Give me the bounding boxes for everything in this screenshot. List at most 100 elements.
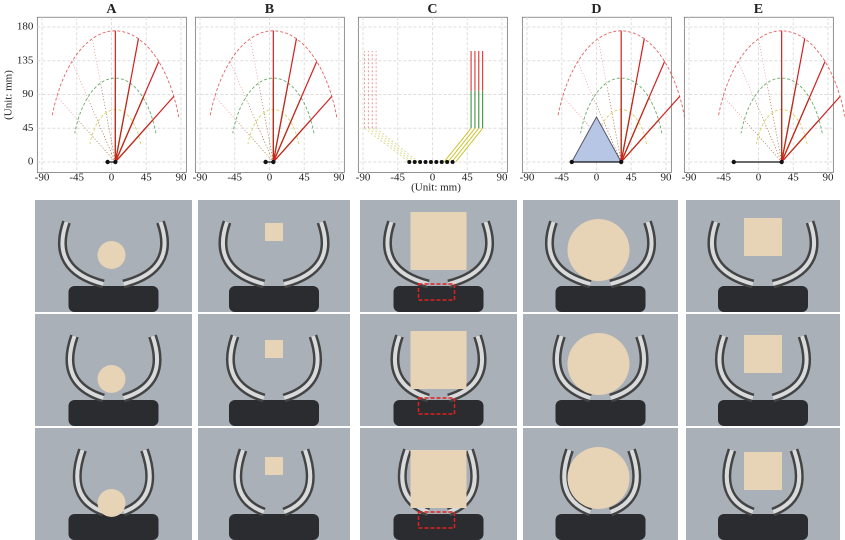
joint [618,159,624,165]
link [447,127,476,163]
link [620,61,666,163]
link [620,38,645,163]
object [410,212,467,270]
joint [407,160,412,164]
mechanism [209,30,338,165]
finger-inner [60,221,105,286]
gripper-base [68,400,159,426]
arc [74,77,157,134]
x-tick-label: 45 [462,172,474,184]
x-tick-label: -45 [390,172,405,184]
object [97,489,126,517]
link [577,61,622,163]
finger-inner [447,221,492,286]
mechanism [557,30,686,165]
highlight [417,397,456,415]
finger-inner [122,335,160,400]
link [722,96,782,163]
link [455,127,484,163]
gripper-base [393,286,484,312]
mechanism [51,30,180,165]
gripper-base [555,400,646,426]
link [443,127,472,163]
x-tick-label: 0 [109,172,115,184]
gripper-base [718,286,808,312]
arc [209,30,338,118]
joint [113,159,118,165]
arc [51,30,180,118]
link [214,96,274,163]
object [567,333,630,395]
link [56,96,116,163]
x-tick-label: -45 [554,172,569,184]
object [744,452,782,490]
object [97,241,126,269]
link [781,38,806,163]
finger-inner [75,449,105,514]
finger-inner [283,449,313,514]
link [114,61,160,163]
joint [418,160,423,164]
link [272,38,298,163]
finger-inner [609,449,639,514]
link [743,119,782,163]
finger-inner [122,449,152,514]
x-tick-label: -90 [35,172,50,184]
finger-inner [710,221,754,286]
y-tick-label: 45 [22,122,34,134]
finger-inner [385,221,430,286]
object [265,223,283,241]
gripper-base [393,514,484,540]
object [410,450,467,508]
link [71,61,116,163]
joint [271,159,276,165]
finger-inner [554,335,592,400]
y-tick-label: 90 [22,88,34,100]
link [114,95,175,163]
finger-inner [67,335,105,400]
gripper-base [68,286,159,312]
x-tick-label: 45 [299,172,311,184]
panel-title: E [754,2,763,17]
finger-inner [400,449,430,514]
gripper-base [229,286,319,312]
link [272,61,318,163]
joint [439,160,444,164]
object [97,365,126,393]
x-tick-label: 0 [267,172,273,184]
gripper-base [229,514,319,540]
y-tick-label: 0 [28,156,34,168]
x-tick-label: -90 [356,172,371,184]
x-tick-label: -90 [193,172,208,184]
joint [263,159,268,165]
y-tick-label: 180 [17,21,34,33]
arc [232,77,315,134]
finger-inner [235,449,265,514]
finger-inner [447,335,485,400]
gripper-base [718,400,808,426]
x-tick-label: -90 [520,172,535,184]
gripper-base [229,400,319,426]
link [620,95,681,163]
highlight [417,283,456,301]
x-tick-label: 90 [822,172,834,184]
x-tick-label: -45 [716,172,731,184]
object [744,335,782,373]
arc [557,30,686,118]
object [570,115,623,163]
panel-title: C [427,2,437,17]
joint [105,159,110,165]
link [781,61,826,163]
link [368,127,413,163]
x-tick-label: 0 [594,172,600,184]
link [91,38,116,163]
finger-inner [562,449,592,514]
highlight [417,511,456,529]
link [758,135,782,163]
x-tick-label: -45 [69,172,84,184]
finger-inner [283,221,327,286]
finger-inner [717,335,754,400]
joint [450,160,455,164]
x-tick-label: 90 [333,172,345,184]
